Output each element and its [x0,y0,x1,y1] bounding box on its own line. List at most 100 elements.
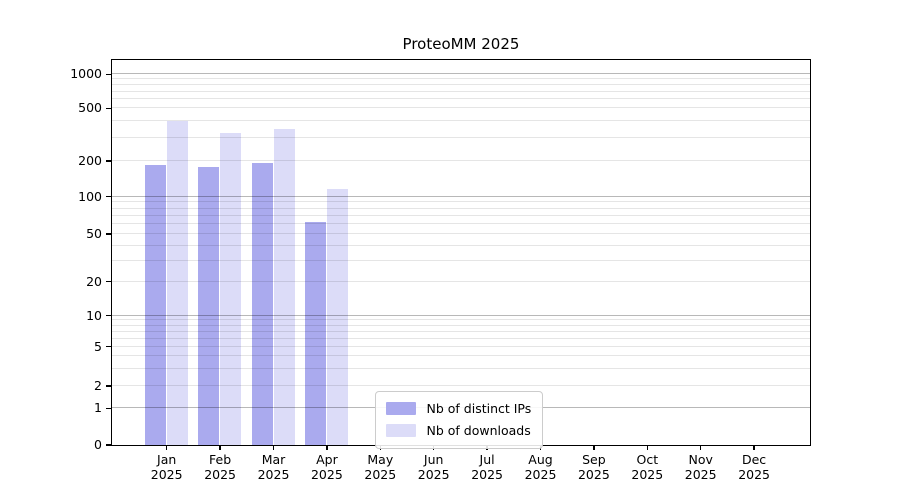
x-tick-year: 2025 [417,467,450,482]
y-tick-label: 50 [86,225,102,241]
x-tick-year: 2025 [364,467,397,482]
y-tick-mark [106,407,111,410]
legend-item-distinct-ips: Nb of distinct IPs [385,399,532,419]
minor-gridline [111,319,810,321]
minor-gridline [111,385,810,387]
y-tick-label: 20 [86,273,102,289]
minor-gridline [111,280,810,282]
minor-gridline [111,367,810,369]
minor-gridline [111,120,810,122]
minor-gridline [111,223,810,225]
x-tick-month: Mar [261,452,286,467]
chart-title: ProteoMM 2025 [402,35,520,53]
minor-gridline [111,244,810,246]
major-gridline [111,195,810,197]
x-tick-mark [593,445,595,450]
x-tick-mark [272,445,275,450]
x-tick-month: Nov [688,452,713,467]
minor-gridline [111,160,810,161]
y-tick-mark [106,385,111,387]
minor-gridline [111,98,810,100]
x-tick-month: Jun [423,452,444,467]
y-tick-label: 100 [78,188,102,204]
minor-gridline [111,355,810,357]
x-tick-year: 2025 [310,467,343,482]
minor-gridline [111,90,810,92]
x-tick-month: Jul [479,452,495,467]
x-tick-month: Aug [528,452,553,467]
legend-label-downloads: Nb of downloads [426,423,531,438]
x-tick-mark [165,445,168,450]
legend-item-downloads: Nb of downloads [385,421,532,441]
grid-layer [111,60,810,445]
x-tick-year: 2025 [257,467,290,482]
x-tick-month: Apr [316,452,338,467]
x-tick-label: Jan 2025 [137,452,197,482]
minor-gridline [111,136,810,138]
x-tick-label: Feb 2025 [190,452,250,482]
major-gridline [111,314,810,316]
y-tick-mark [106,280,111,283]
bar-downloads [220,133,242,445]
legend: Nb of distinct IPs Nb of downloads [374,390,544,449]
bar-downloads [166,120,188,445]
minor-gridline [111,324,810,326]
bar-downloads [326,189,348,445]
major-gridline [111,73,810,75]
bar-distinct-ips [304,221,326,445]
y-tick-label: 200 [78,152,102,168]
x-tick-label: Jun 2025 [404,452,464,482]
bar-distinct-ips [144,164,166,445]
minor-gridline [111,337,810,339]
x-tick-month: Feb [209,452,232,467]
minor-gridline [111,330,810,332]
x-tick-label: May 2025 [350,452,410,482]
x-tick-label: Aug 2025 [511,452,571,482]
x-tick-year: 2025 [577,467,610,482]
bar-downloads [273,129,295,445]
minor-gridline [111,259,810,261]
y-tick-label: 2 [94,378,102,394]
y-tick-label: 5 [94,338,102,354]
minor-gridline [111,232,810,234]
x-tick-label: Nov 2025 [671,452,731,482]
x-tick-month: May [367,452,394,467]
minor-gridline [111,201,810,203]
x-tick-year: 2025 [684,467,717,482]
y-tick-mark [106,160,111,162]
minor-gridline [111,107,810,109]
minor-gridline [111,207,810,209]
x-tick-mark [326,445,328,450]
y-tick-mark [106,444,111,446]
downloads-swatch [385,424,416,437]
y-tick-mark [106,195,111,198]
x-tick-label: Mar 2025 [244,452,304,482]
x-tick-month: Jan [157,452,177,467]
bars-layer [112,60,810,445]
y-tick-label: 500 [78,100,102,116]
minor-gridline [111,78,810,80]
x-tick-month: Oct [636,452,659,467]
bar-distinct-ips [251,163,273,445]
y-tick-label: 0 [94,437,102,452]
x-tick-label: Oct 2025 [617,452,677,482]
x-tick-mark [699,445,702,450]
x-tick-year: 2025 [524,467,557,482]
minor-gridline [111,214,810,216]
y-tick-label: 10 [86,307,102,323]
x-tick-month: Dec [741,452,767,467]
y-tick-label: 1 [94,400,102,416]
y-tick-mark [106,233,111,235]
y-tick-mark [106,345,111,348]
x-tick-year: 2025 [150,467,183,482]
y-tick-mark [106,314,111,317]
x-tick-mark [219,445,221,450]
y-tick-label: 1000 [70,66,102,82]
x-tick-label: Sep 2025 [564,452,624,482]
bar-distinct-ips [198,166,220,445]
legend-label-distinct-ips: Nb of distinct IPs [426,401,532,416]
x-tick-mark [646,445,649,450]
minor-gridline [111,84,810,86]
y-tick-mark [106,107,111,110]
